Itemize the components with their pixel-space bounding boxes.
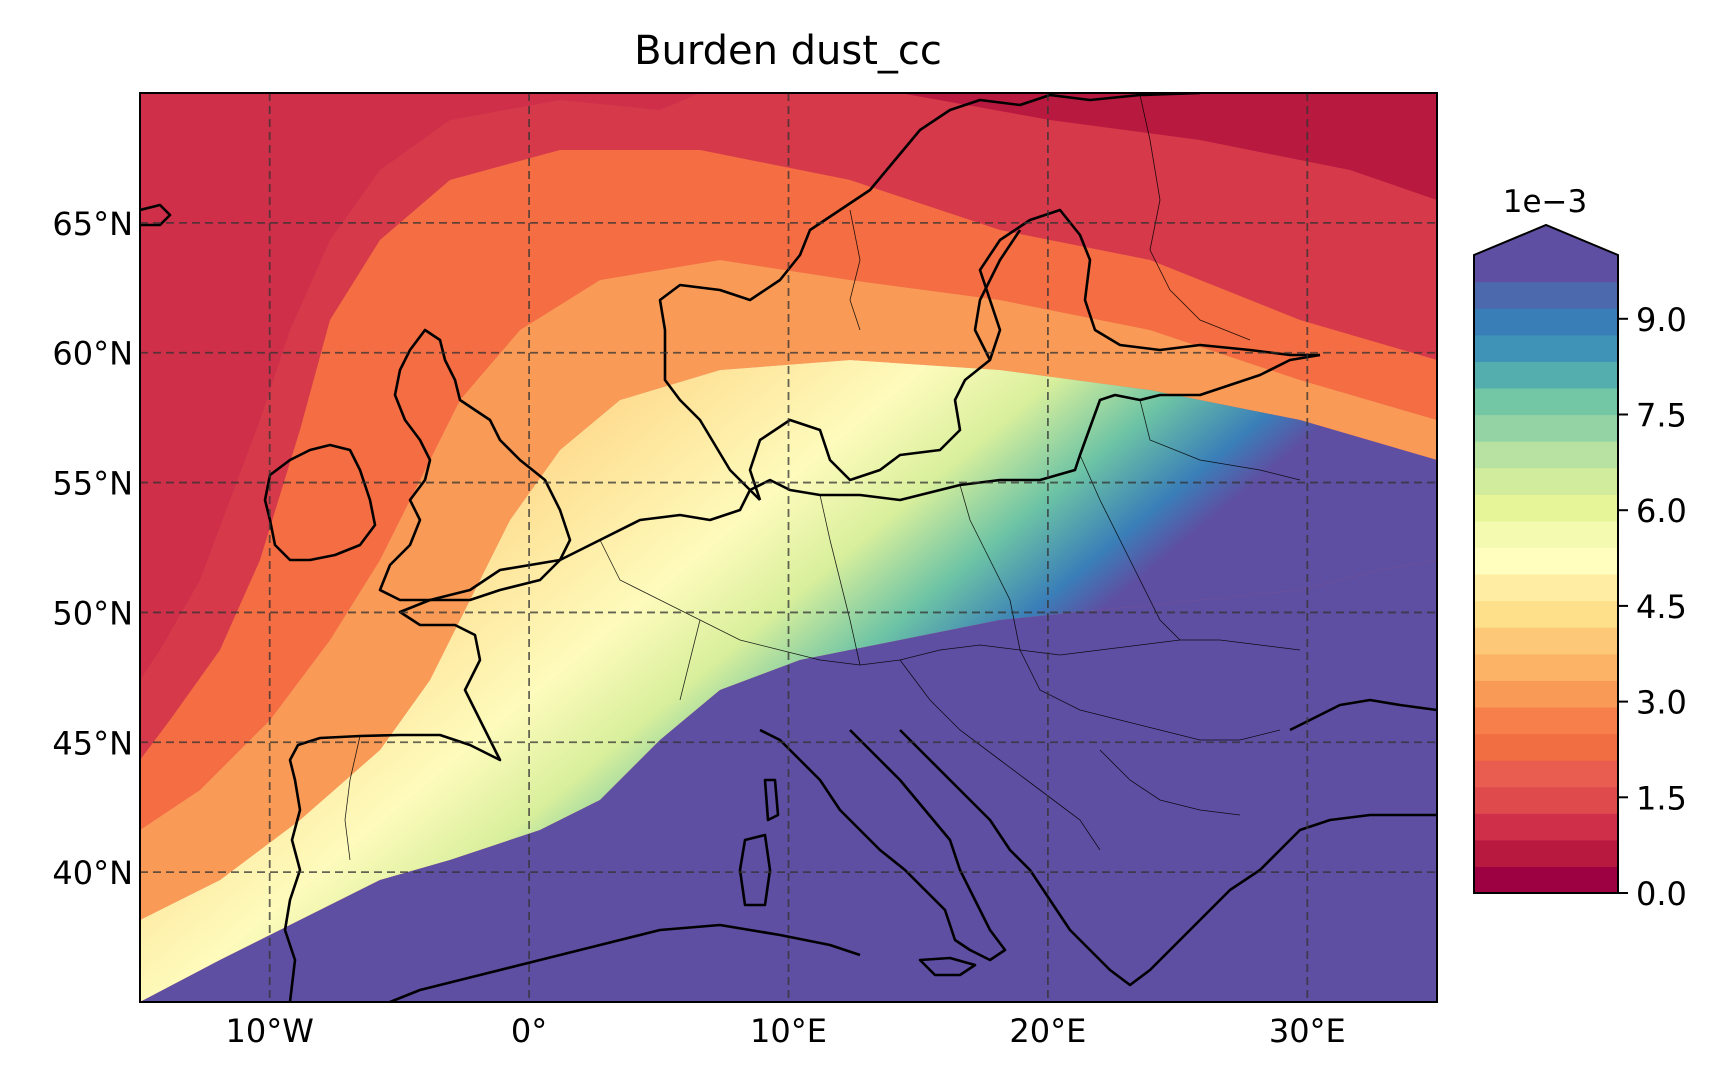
map-frame [139, 92, 1438, 1003]
colorbar-tick-label: 9.0 [1636, 301, 1687, 339]
colorbar: 0.0 1.5 3.0 4.5 6.0 7.5 9.0 [1473, 223, 1687, 913]
colorbar-segment [1474, 387, 1618, 416]
lon-tick-label: 10°W [226, 1012, 314, 1050]
lon-tick-label: 30°E [1269, 1012, 1346, 1050]
graticule [140, 93, 1437, 1002]
colorbar-segment [1474, 786, 1618, 814]
country-borders [344, 94, 1301, 861]
colorbar-segment [1474, 547, 1618, 575]
colorbar-segment [1474, 600, 1618, 628]
colorbar-tick-label: 0.0 [1636, 875, 1687, 913]
colorbar-tick-label: 4.5 [1636, 588, 1687, 626]
lat-tick-label: 40°N [52, 854, 133, 892]
lat-tick-label: 45°N [52, 724, 133, 762]
lat-tick-label: 65°N [52, 205, 133, 243]
lon-tick-label: 10°E [750, 1012, 827, 1050]
colorbar-segment [1474, 441, 1618, 469]
colorbar-tick-label: 7.5 [1636, 397, 1687, 435]
colorbar-segment [1474, 680, 1618, 708]
colorbar-segment [1474, 414, 1618, 442]
colorbar-tick-label: 6.0 [1636, 492, 1687, 530]
colorbar-outline [1473, 223, 1619, 894]
lat-tick-label: 55°N [52, 465, 133, 503]
colorbar-segment [1474, 334, 1618, 362]
colorbar-segment [1474, 467, 1618, 495]
colorbar-segment [1474, 706, 1618, 735]
longitude-tick-labels: 10°W 0° 10°E 20°E 30°E [226, 1012, 1346, 1050]
colorbar-segment [1474, 760, 1618, 788]
colorbar-segment [1474, 627, 1618, 655]
colorbar-segment [1474, 308, 1618, 336]
colorbar-segment [1474, 866, 1618, 894]
colorbar-segment [1474, 653, 1618, 681]
colorbar-segment [1474, 574, 1618, 602]
colorbar-tick-label: 3.0 [1636, 684, 1687, 722]
lon-tick-label: 0° [511, 1012, 547, 1050]
lat-tick-label: 60°N [52, 335, 133, 373]
colorbar-segment [1474, 733, 1618, 761]
map-title: Burden dust_cc [634, 28, 942, 74]
lon-tick-label: 20°E [1009, 1012, 1086, 1050]
colorbar-scale-label: 1e−3 [1503, 184, 1588, 220]
colorbar-segment [1474, 813, 1618, 841]
colorbar-segment [1474, 281, 1618, 309]
lat-tick-label: 50°N [52, 594, 133, 632]
colorbar-segment [1474, 494, 1618, 522]
colorbar-segment [1474, 839, 1618, 868]
colorbar-segment [1474, 520, 1618, 549]
colorbar-extend-arrow [1474, 225, 1618, 255]
colorbar-segment [1474, 361, 1618, 389]
map-panel [140, 93, 1437, 1002]
colorbar-segment [1474, 255, 1618, 283]
latitude-tick-labels: 40°N 45°N 50°N 55°N 60°N 65°N [52, 205, 133, 892]
colorbar-tick-label: 1.5 [1636, 779, 1687, 817]
